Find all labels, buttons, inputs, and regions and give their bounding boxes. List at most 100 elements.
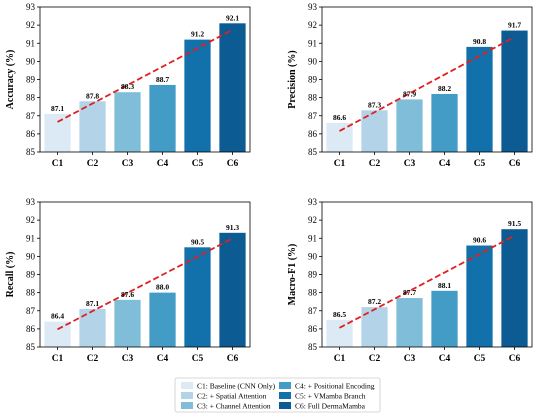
y-tick-label: 87 — [26, 306, 36, 316]
y-axis-label: Recall (%) — [5, 252, 16, 298]
y-tick-label: 88 — [308, 288, 318, 298]
bar-c2 — [361, 307, 388, 347]
y-tick-label: 85 — [308, 342, 318, 352]
y-tick-label: 92 — [26, 20, 35, 30]
bar-c1 — [326, 123, 353, 152]
data-label: 87.7 — [403, 288, 416, 297]
y-tick-label: 86 — [308, 324, 318, 334]
x-tick-label: C5 — [192, 354, 204, 364]
data-label: 88.0 — [156, 283, 169, 292]
data-label: 91.7 — [508, 21, 521, 30]
data-label: 87.3 — [368, 100, 381, 109]
y-tick-label: 90 — [308, 56, 318, 66]
y-tick-label: 92 — [308, 20, 317, 30]
bar-c1 — [326, 319, 353, 347]
bar-c4 — [149, 292, 176, 348]
trend-line — [57, 237, 233, 331]
bar-c6 — [219, 23, 246, 153]
trend-line — [57, 28, 233, 123]
y-tick-label: 91 — [308, 38, 317, 48]
y-tick-label: 89 — [26, 270, 36, 280]
legend-swatch — [181, 382, 193, 389]
bar-c4 — [431, 290, 458, 347]
legend-swatch — [181, 402, 193, 409]
y-tick-label: 90 — [26, 251, 36, 261]
legend-entry: C3: + Channel Attention — [197, 402, 271, 411]
y-tick-label: 89 — [26, 75, 36, 85]
legend-swatch — [181, 392, 193, 399]
y-tick-label: 86 — [308, 129, 318, 139]
chart-precision: 86.6 87.3 87.9 88.2 90.8 91.7 85 86 87 88 89 90 91 92… — [287, 2, 533, 169]
data-label: 87.9 — [403, 89, 416, 98]
legend-swatch — [279, 382, 291, 389]
x-tick-label: C4 — [157, 159, 169, 169]
axes-frame — [321, 201, 533, 348]
y-axis-label: Macro-F1 (%) — [287, 244, 298, 306]
data-label: 91.5 — [508, 219, 521, 228]
legend-entry: C1: Baseline (CNN Only) — [197, 382, 276, 391]
y-tick-label: 90 — [308, 251, 318, 261]
legend-entry: C6: Full DermaMamba — [295, 402, 366, 411]
data-label: 86.4 — [51, 312, 64, 321]
axes-frame — [39, 201, 251, 348]
data-label: 92.1 — [226, 13, 239, 22]
x-tick-label: C4 — [439, 159, 451, 169]
y-tick-label: 91 — [308, 233, 317, 243]
data-label: 88.3 — [121, 82, 134, 91]
x-tick-label: C3 — [404, 354, 416, 364]
x-tick-label: C1 — [52, 354, 64, 364]
y-tick-label: 91 — [26, 38, 35, 48]
bar-c3 — [114, 92, 141, 152]
trend-line — [339, 36, 515, 132]
x-tick-label: C3 — [122, 354, 134, 364]
bar-c3 — [396, 99, 423, 152]
legend-entry: C2: + Spatial Attention — [197, 392, 267, 401]
data-label: 87.1 — [51, 104, 64, 113]
x-tick-label: C1 — [334, 354, 346, 364]
x-tick-label: C3 — [404, 159, 416, 169]
y-tick-label: 89 — [308, 270, 318, 280]
data-label: 90.6 — [473, 236, 486, 245]
y-tick-label: 90 — [26, 56, 36, 66]
bar-c5 — [466, 245, 493, 347]
bar-c4 — [431, 94, 458, 152]
data-label: 88.2 — [438, 84, 451, 93]
data-label: 86.5 — [333, 310, 346, 319]
legend-swatch — [279, 402, 291, 409]
bar-c5 — [184, 247, 211, 347]
y-tick-label: 88 — [26, 93, 36, 103]
y-tick-label: 85 — [26, 342, 36, 352]
bar-c3 — [114, 299, 141, 347]
data-label: 87.1 — [86, 299, 99, 308]
data-label: 87.6 — [121, 290, 134, 299]
y-tick-label: 88 — [308, 93, 318, 103]
x-tick-label: C6 — [227, 354, 239, 364]
x-tick-label: C4 — [157, 354, 169, 364]
x-tick-label: C2 — [87, 354, 99, 364]
y-tick-label: 85 — [26, 147, 36, 157]
chart-panels: 87.1 87.8 88.3 88.7 91.2 92.1 85 86 87 88 89 90 91 92… — [5, 2, 533, 364]
y-tick-label: 88 — [26, 288, 36, 298]
legend-entry: C5: + VMamba Branch — [295, 392, 366, 401]
x-tick-label: C1 — [334, 159, 346, 169]
chart-macro-f1: 86.5 87.2 87.7 88.1 90.6 91.5 85 86 87 88 89 90 91 92… — [287, 197, 533, 364]
bar-c2 — [79, 308, 106, 347]
data-label: 91.2 — [191, 30, 204, 39]
bar-c6 — [501, 229, 528, 347]
y-tick-label: 93 — [26, 197, 36, 207]
data-label: 87.8 — [86, 91, 99, 100]
data-label: 90.5 — [191, 237, 204, 246]
y-tick-label: 87 — [308, 111, 318, 121]
bar-c1 — [44, 113, 71, 152]
axes-frame — [39, 6, 251, 153]
bar-c6 — [219, 232, 246, 347]
legend-entry: C4: + Positional Encoding — [295, 382, 375, 391]
data-label: 87.2 — [368, 297, 381, 306]
y-tick-label: 91 — [26, 233, 35, 243]
bar-c2 — [79, 101, 106, 152]
y-tick-label: 93 — [308, 2, 318, 12]
x-tick-label: C2 — [369, 354, 381, 364]
y-tick-label: 92 — [308, 215, 317, 225]
x-tick-label: C1 — [52, 159, 64, 169]
